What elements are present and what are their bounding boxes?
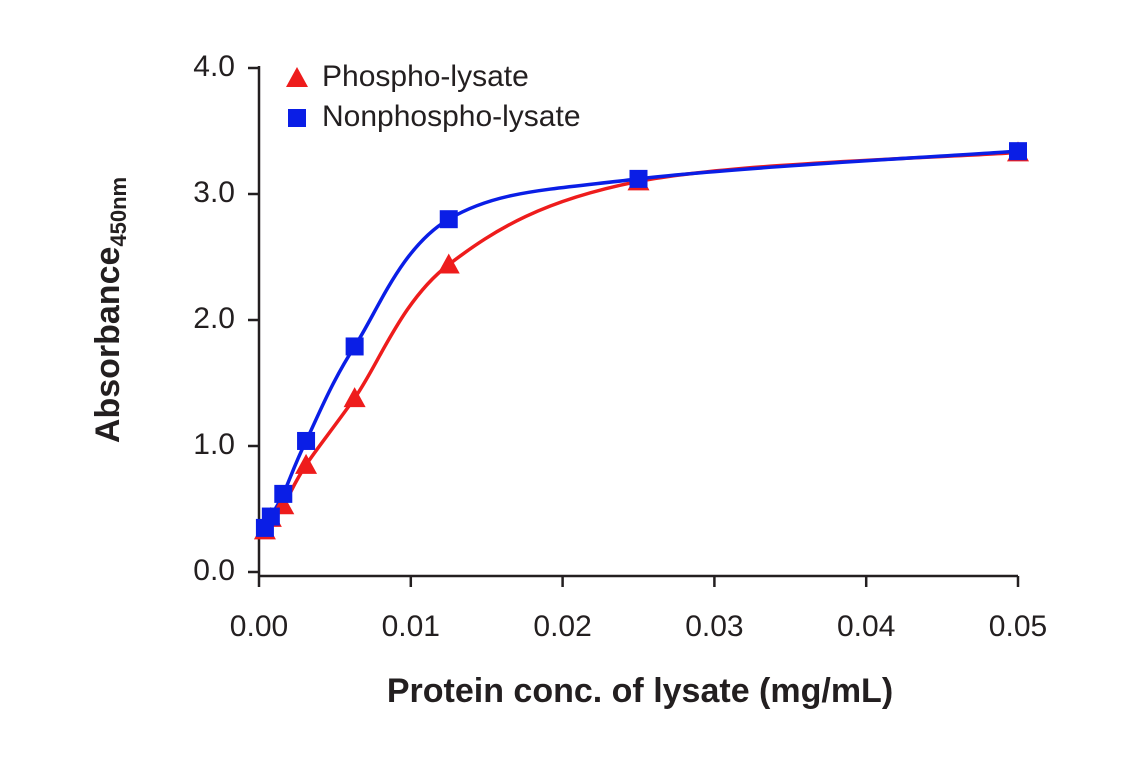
y-axis-label-subscript: 450nm: [106, 177, 131, 247]
data-point: [345, 337, 364, 356]
y-tick-label: 3.0: [193, 176, 235, 209]
legend-label: Phospho-lysate: [322, 60, 529, 93]
y-tick-label: 4.0: [193, 50, 235, 83]
y-tick-label: 2.0: [193, 302, 235, 335]
data-point: [297, 431, 316, 450]
y-tick-label: 0.0: [193, 554, 235, 587]
y-axis-label: Absorbance450nm: [89, 177, 131, 443]
data-point: [437, 253, 460, 274]
legend-label: Nonphospho-lysate: [322, 100, 581, 133]
data-point: [439, 210, 458, 229]
data-point: [343, 387, 366, 408]
x-tick-label: 0.03: [685, 610, 743, 643]
x-tick-label: 0.05: [989, 610, 1047, 643]
data-point: [295, 453, 318, 474]
x-tick-label: 0.00: [230, 610, 288, 643]
data-point: [274, 484, 293, 503]
y-tick-label: 1.0: [193, 428, 235, 461]
data-point: [1009, 142, 1027, 161]
x-tick-label: 0.01: [382, 610, 440, 643]
data-point: [261, 507, 280, 526]
x-axis-label: Protein conc. of lysate (mg/mL): [387, 672, 893, 710]
legend-marker: [286, 67, 308, 87]
data-point: [629, 169, 648, 188]
fit-curve: [263, 149, 1019, 529]
fit-curve: [263, 150, 1019, 532]
x-tick-label: 0.04: [837, 610, 895, 643]
legend-marker: [288, 109, 306, 127]
x-tick-label: 0.02: [533, 610, 591, 643]
y-axis-label-main: Absorbance: [89, 247, 127, 444]
